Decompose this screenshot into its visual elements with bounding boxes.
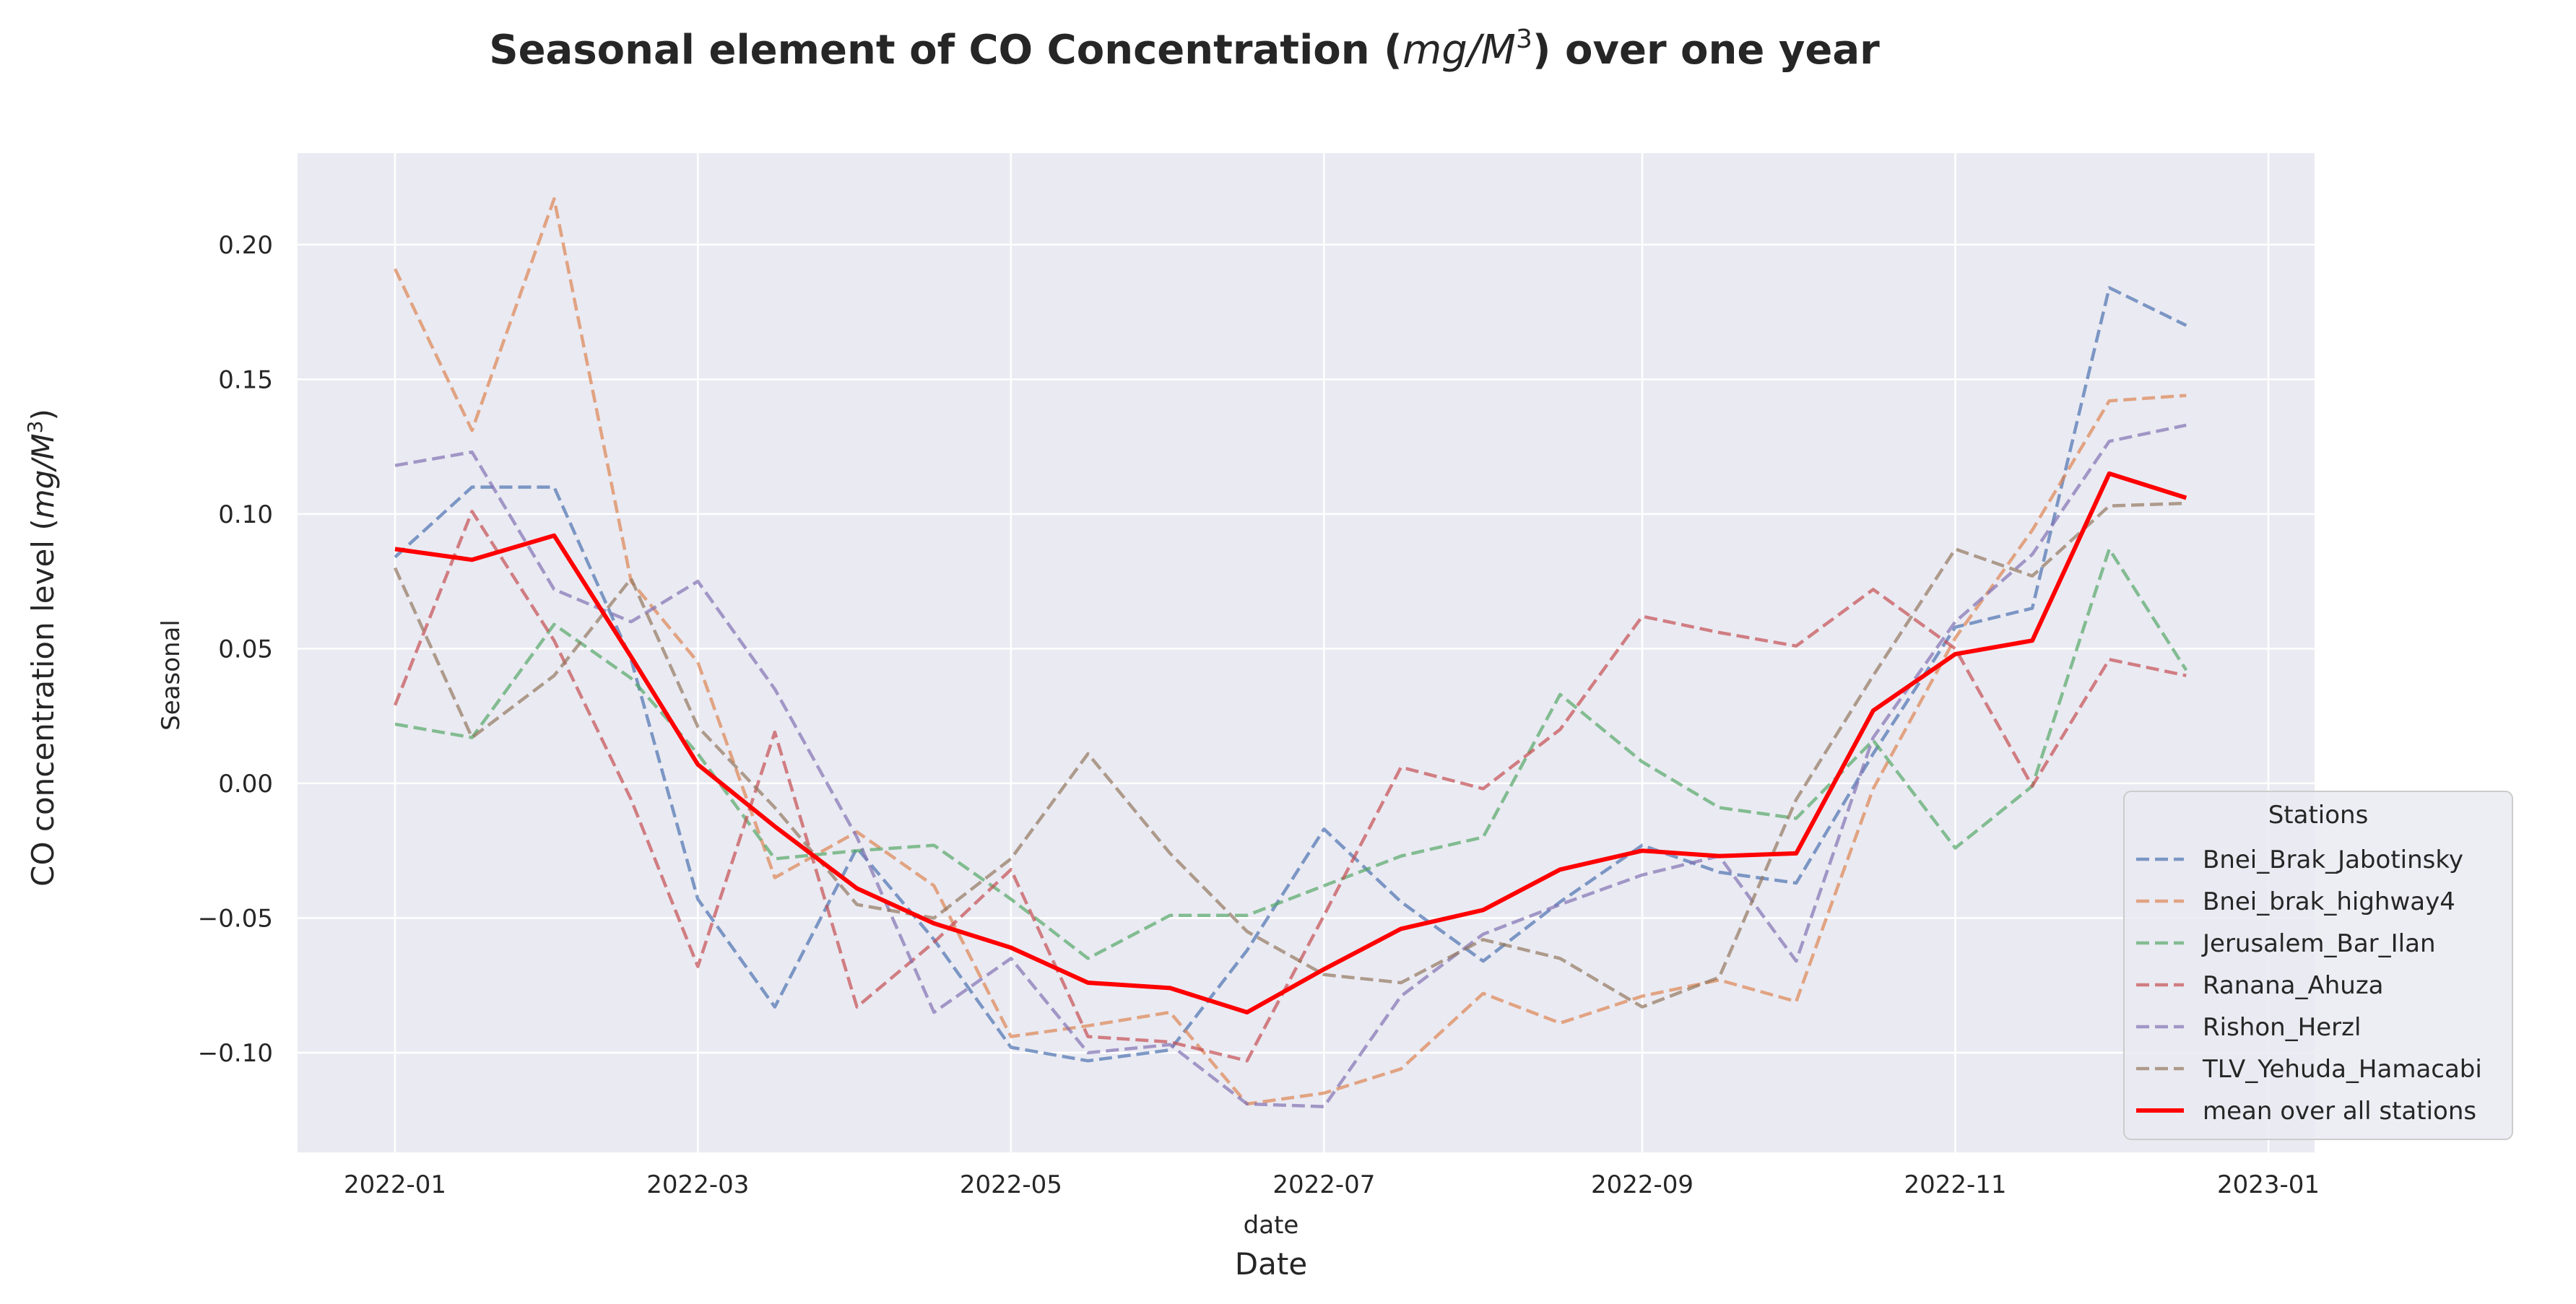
x-tick-labels: 2022-01 2022-03 2022-05 2022-07 2022-09 2022-… — [344, 1170, 2320, 1199]
y-tick-label: 0.10 — [218, 500, 273, 529]
y-tick-label: −0.10 — [198, 1039, 273, 1068]
y-tick-label: 0.00 — [218, 770, 273, 799]
x-tick-label: 2022-03 — [646, 1170, 749, 1199]
series-line-bnei-brak-jabotinsky — [394, 286, 2187, 1063]
y-tick-label: 0.05 — [218, 635, 273, 664]
x-tick-label: 2023-01 — [2217, 1170, 2320, 1199]
series-line-bnei-brak-highway4 — [393, 197, 2187, 1106]
x-tick-label: 2022-05 — [960, 1170, 1062, 1199]
legend-label: Ranana_Ahuza — [2203, 971, 2384, 1000]
legend-label: Rishon_Herzl — [2203, 1013, 2361, 1042]
legend-items: Bnei_Brak_Jabotinsky Bnei_brak_highway4 Je… — [2136, 846, 2482, 1126]
series-layer — [393, 197, 2188, 1108]
sup-x-axis-label: Date — [1235, 1246, 1307, 1282]
y-tick-label: 0.20 — [218, 231, 273, 260]
series-line-tlv-yehuda-hamacabi — [393, 501, 2187, 1009]
legend-label: TLV_Yehuda_Hamacabi — [2202, 1055, 2482, 1084]
chart-title: Seasonal element of CO Concentration (mg… — [489, 25, 1880, 74]
x-tick-label: 2022-01 — [344, 1170, 446, 1199]
x-tick-label: 2022-11 — [1904, 1170, 2006, 1199]
legend-title: Stations — [2268, 801, 2369, 830]
legend: Stations Bnei_Brak_Jabotinsky Bnei_brak_h… — [2123, 791, 2513, 1140]
x-tick-label: 2022-07 — [1272, 1170, 1375, 1199]
series-line-jerusalem-bar-ilan — [394, 547, 2188, 960]
x-axis-label: date — [1244, 1211, 1299, 1240]
legend-box — [2123, 791, 2513, 1140]
legend-label: Bnei_Brak_Jabotinsky — [2203, 846, 2463, 874]
y-tick-label: 0.15 — [218, 365, 273, 394]
series-line-mean-over-all-stations — [394, 471, 2187, 1014]
legend-label: mean over all stations — [2203, 1097, 2476, 1126]
y-axis-label: Seasonal — [157, 620, 186, 731]
legend-label: Bnei_brak_highway4 — [2203, 887, 2455, 916]
y-tick-label: −0.05 — [198, 904, 273, 933]
y-tick-labels: −0.10 −0.05 0.00 0.05 0.10 0.15 0.20 — [198, 231, 273, 1068]
sup-y-axis-label: CO concentration level (mg/M3) — [23, 409, 61, 887]
legend-label: Jerusalem_Bar_Ilan — [2201, 929, 2436, 958]
x-tick-label: 2022-09 — [1591, 1170, 1694, 1199]
plot-area — [298, 153, 2315, 1152]
series-line-rishon-herzl — [394, 423, 2187, 1108]
series-line-ranana-ahuza — [393, 509, 2187, 1063]
